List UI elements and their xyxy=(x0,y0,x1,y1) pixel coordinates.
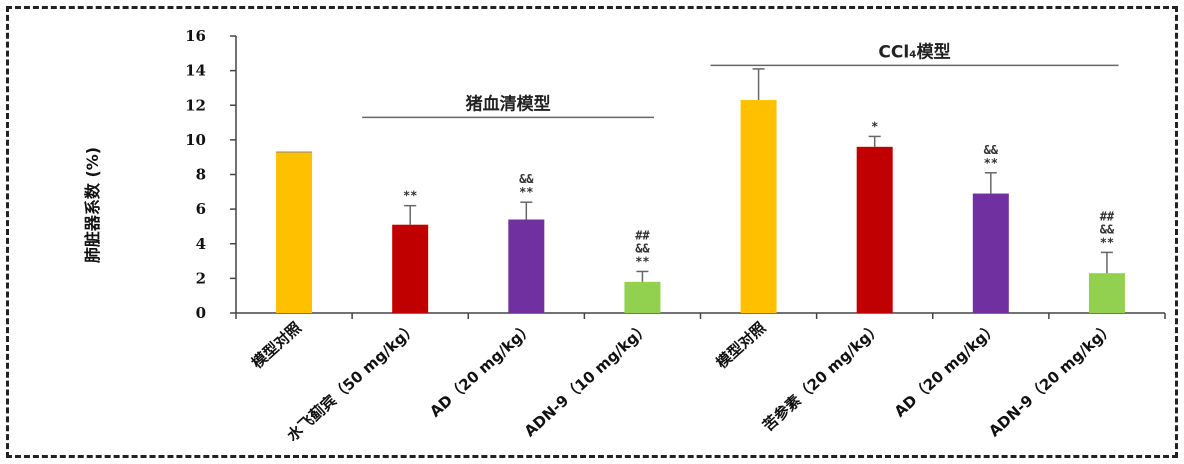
y-tick-label: 14 xyxy=(185,62,206,80)
bar xyxy=(392,225,428,313)
y-axis-label: 肺脏器系数 (%) xyxy=(83,147,102,263)
bar xyxy=(857,147,893,313)
significance-mark: ## xyxy=(635,228,650,242)
y-tick-label: 2 xyxy=(196,269,206,287)
significance-mark: ## xyxy=(1100,209,1115,223)
significance-mark: * xyxy=(871,119,878,133)
significance-mark: && xyxy=(1100,222,1115,236)
y-tick-label: 10 xyxy=(185,131,206,149)
y-tick-label: 8 xyxy=(196,166,206,184)
significance-mark: ** xyxy=(519,185,533,199)
category-label: 水飞蓟宾（50 mg/kg） xyxy=(283,319,420,445)
category-label: ADN-9（10 mg/kg） xyxy=(521,319,653,441)
bar xyxy=(624,282,660,313)
category-label: ADN-9（20 mg/kg） xyxy=(985,319,1117,441)
bar xyxy=(741,100,777,313)
bars xyxy=(276,100,1125,313)
y-tick-label: 16 xyxy=(185,27,206,45)
category-label: AD（20 mg/kg） xyxy=(426,319,537,421)
bar xyxy=(276,152,312,313)
group-label: CCl₄模型 xyxy=(878,41,950,62)
significance-mark: ** xyxy=(1100,235,1114,249)
significance-mark: && xyxy=(519,172,534,186)
bar xyxy=(973,194,1009,313)
y-tick-label: 0 xyxy=(196,304,206,322)
category-label: 模型对照 xyxy=(713,319,770,373)
bar xyxy=(508,220,544,313)
y-axis-group: 0 2 4 6 8 10 12 14 16 xyxy=(185,27,236,322)
significance-mark: ** xyxy=(984,156,998,170)
category-label: 苦参素（20 mg/kg） xyxy=(759,319,885,435)
significance-mark: && xyxy=(635,241,650,255)
significance-mark: ** xyxy=(403,189,417,203)
y-ticks: 0 2 4 6 8 10 12 14 16 xyxy=(185,27,236,322)
group-brackets: 猪血清模型 CCl₄模型 xyxy=(362,41,1118,117)
category-label: AD（20 mg/kg） xyxy=(891,319,1002,421)
bar xyxy=(1089,273,1125,313)
group-label: 猪血清模型 xyxy=(466,93,551,114)
significance-mark: && xyxy=(984,143,999,157)
significance-mark: ** xyxy=(635,254,649,268)
y-tick-label: 4 xyxy=(196,235,206,253)
y-tick-label: 12 xyxy=(185,96,206,114)
category-label: 模型对照 xyxy=(248,319,305,373)
x-ticks xyxy=(236,313,1165,319)
y-tick-label: 6 xyxy=(196,200,206,218)
